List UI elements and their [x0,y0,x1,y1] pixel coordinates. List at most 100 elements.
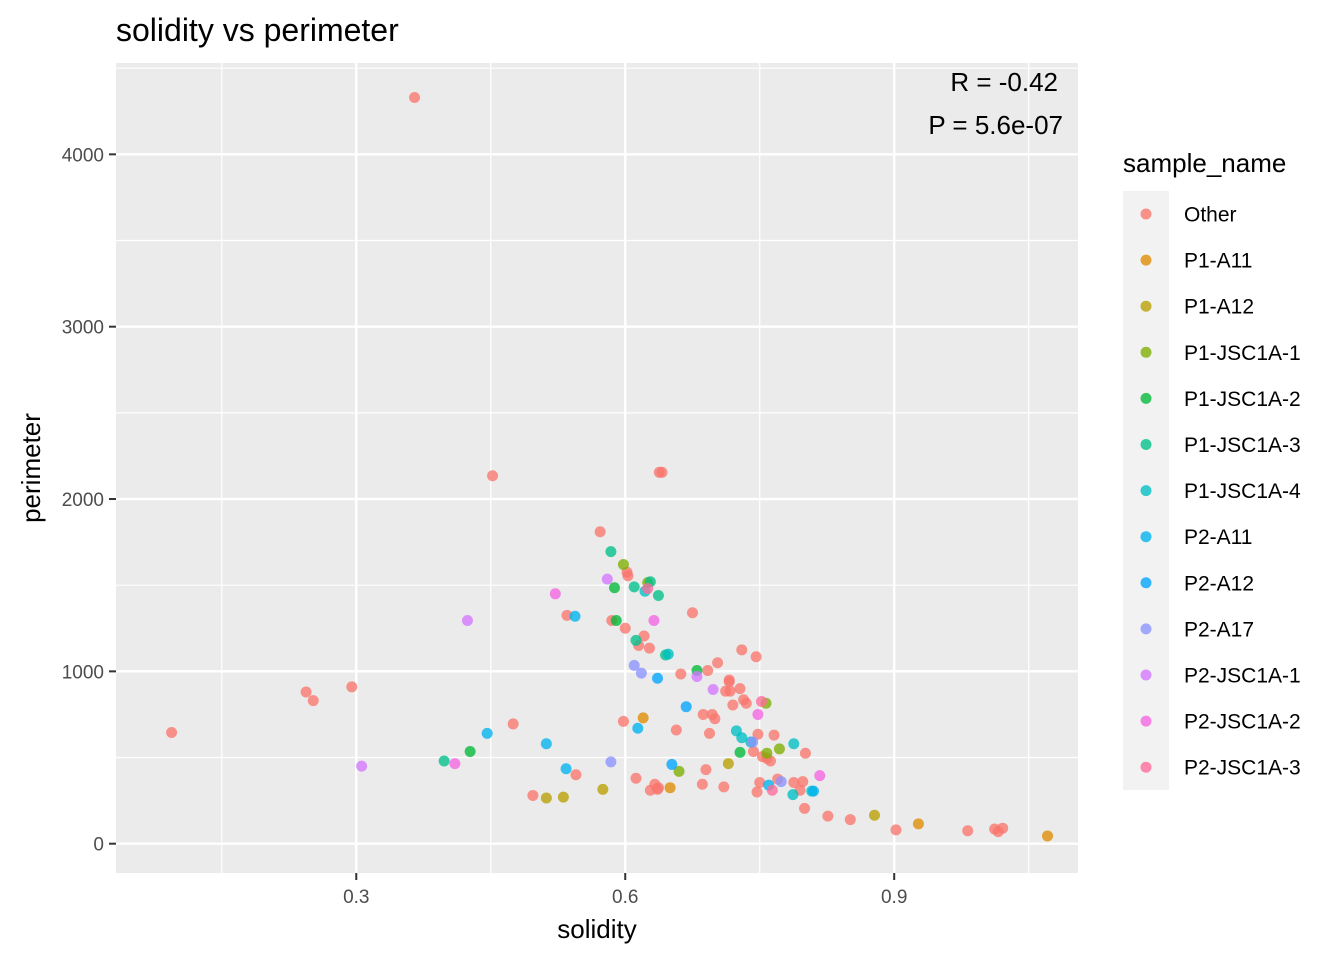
legend-label: P1-JSC1A-2 [1184,388,1301,411]
legend-label: P1-JSC1A-3 [1184,434,1301,457]
data-point [527,789,539,801]
data-point [747,746,759,757]
data-point [656,466,668,478]
y-tick-label: 4000 [62,145,104,166]
data-point [610,615,622,627]
data-point [761,747,773,759]
legend-key [1140,392,1152,404]
data-point [750,651,762,663]
legend-label: Other [1184,204,1237,227]
data-point [788,777,800,789]
data-point [464,746,476,757]
data-point [686,607,698,619]
data-point [773,743,785,755]
data-point [734,746,746,758]
data-point [740,697,752,709]
data-point [696,778,708,790]
data-point [652,672,664,684]
data-point [642,583,654,595]
data-point [808,785,820,797]
data-point [635,667,647,679]
y-tick-label: 0 [93,835,104,856]
plot-panel [116,63,1078,873]
data-point [890,824,902,836]
legend-key [1140,485,1152,497]
data-points [166,91,1054,842]
data-point [652,782,664,794]
data-point [736,732,748,744]
data-point [775,776,787,788]
legend-key [1140,623,1152,635]
chart-title: solidity vs perimeter [116,12,399,48]
data-point [868,809,880,821]
data-point [569,610,581,622]
data-point [752,728,764,740]
data-point [754,777,766,789]
data-point [788,738,800,750]
legend-label: P1-A11 [1184,250,1253,273]
legend-key [1140,208,1152,220]
data-point [709,713,721,725]
data-point [707,683,719,695]
data-point [752,708,764,720]
data-point [643,642,655,654]
data-point [844,814,856,826]
legend-label: P2-JSC1A-3 [1184,757,1301,780]
data-point [597,783,609,795]
data-point [697,708,709,720]
data-point [449,758,461,770]
data-point [608,582,620,594]
correlation-annotation: R = -0.42 [950,67,1058,97]
data-point [680,701,692,713]
data-point [722,758,734,770]
data-point [997,822,1009,834]
data-point [700,764,712,776]
data-point [751,786,763,798]
data-point [540,792,552,804]
data-point [727,699,739,711]
y-tick-label: 3000 [62,318,104,339]
data-point [797,776,809,788]
data-point [1042,830,1054,842]
data-point [570,769,582,781]
x-axis-label: solidity [557,914,636,944]
data-point [675,668,687,680]
legend-label: P1-JSC1A-1 [1184,342,1301,365]
legend-label: P2-A17 [1184,618,1254,641]
data-point [691,671,703,683]
data-point [768,729,780,741]
data-point [594,526,606,538]
data-point [300,686,312,698]
data-point [962,825,974,837]
data-point [487,470,499,482]
data-point [912,818,924,830]
legend-label: P1-A12 [1184,296,1254,319]
data-point [601,573,613,585]
y-axis-label: perimeter [16,413,46,523]
data-point [346,681,358,693]
data-point [670,724,682,736]
data-point [549,588,561,600]
data-point [702,665,714,676]
legend-label: P2-A11 [1184,526,1253,549]
legend-key [1140,346,1152,358]
grid-lines [116,63,1078,873]
x-tick-label: 0.9 [881,887,907,908]
data-point [632,722,644,734]
data-point [507,718,519,730]
data-point [461,615,473,627]
data-point [652,590,664,602]
legend-key [1140,531,1152,543]
data-point [673,765,685,777]
data-point [622,570,634,582]
data-point [787,789,799,801]
data-point [664,782,676,794]
data-point [561,609,573,621]
data-point [799,747,811,759]
data-point [724,685,736,697]
data-point [409,91,421,103]
legend-items: Other P1-A11 P1-A12 P1-JSC1A-1 P1-JSC1A-2 P1-… [1140,204,1301,780]
data-point [356,760,368,772]
legend-key [1140,254,1152,266]
data-point [605,756,617,768]
